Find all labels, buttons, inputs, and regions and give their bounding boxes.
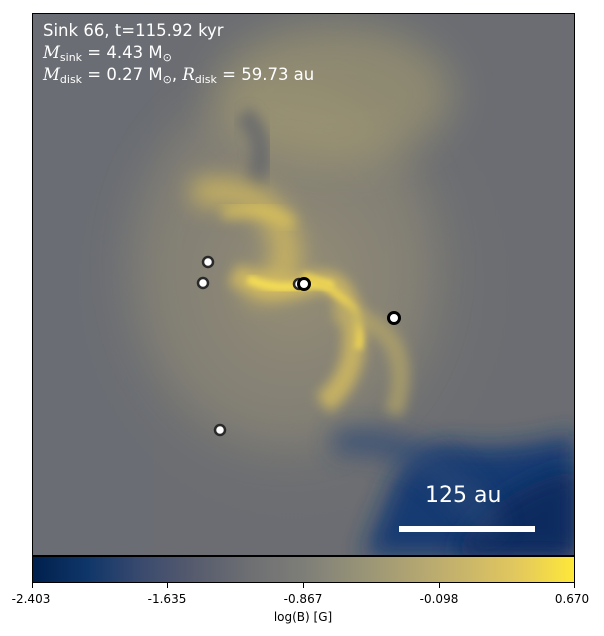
sink-marker: [196, 276, 210, 290]
colorbar-tick-label: -0.867: [283, 592, 323, 606]
sink-title: Sink 66, t=115.92 kyr: [43, 21, 224, 40]
central-sink-marker: [297, 277, 311, 291]
colorbar: [32, 556, 575, 583]
sink-marker: [201, 255, 215, 269]
colorbar-tick: [303, 583, 304, 588]
colorbar-tick-label: 0.670: [554, 592, 590, 606]
disk-properties: Mdisk = 0.27 M⊙, Rdisk = 59.73 au: [43, 65, 315, 86]
scale-bar: [399, 526, 535, 532]
sink-marker: [387, 311, 401, 325]
colorbar-tick: [32, 583, 33, 588]
scale-bar-label: 125 au: [425, 483, 502, 508]
field-image: [33, 14, 574, 555]
sink-markers: [196, 255, 401, 437]
colorbar-tick-label: -2.403: [11, 592, 51, 606]
sink-marker: [213, 423, 227, 437]
magnetic-field-map: Sink 66, t=115.92 kyr Msink = 4.43 M⊙ Md…: [32, 13, 575, 556]
colorbar-tick-label: -1.635: [147, 592, 187, 606]
colorbar-tick: [439, 583, 440, 588]
colorbar-tick-label: -0.098: [419, 592, 459, 606]
colorbar-label: log(B) [G]: [273, 610, 333, 624]
colorbar-tick: [574, 583, 575, 588]
colorbar-tick: [167, 583, 168, 588]
sink-mass: Msink = 4.43 M⊙: [43, 43, 172, 64]
